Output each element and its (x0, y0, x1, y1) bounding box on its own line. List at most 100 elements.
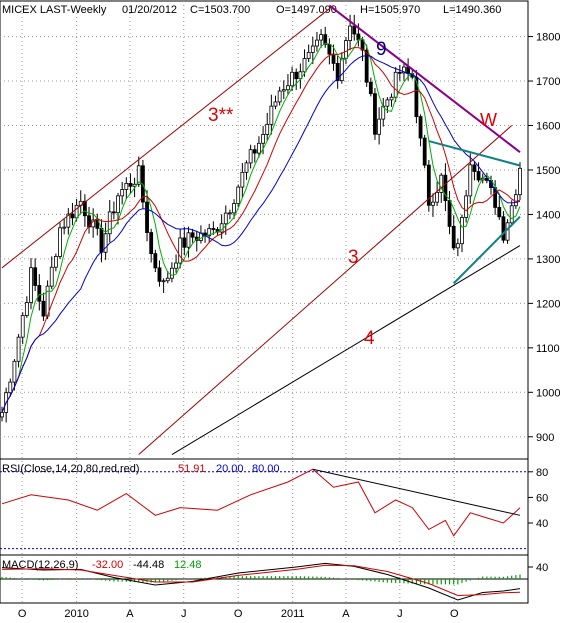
candle-body (149, 232, 154, 255)
y-tick-label: 1500 (536, 165, 560, 177)
candle-body (49, 266, 54, 287)
channel-upper-line (1, 5, 334, 269)
rsi-low-level: 20.00 (216, 463, 244, 475)
x-tick-label: O (234, 608, 243, 620)
y-tick-label: 1100 (536, 343, 560, 355)
candle-body (286, 85, 290, 91)
candle-body (145, 201, 149, 233)
candle-body (277, 90, 282, 103)
y-tick-label: 1400 (536, 209, 560, 221)
channel-lower-line (138, 125, 513, 455)
macd-value: -32.00 (92, 559, 123, 571)
y-tick-label: 1200 (536, 298, 560, 310)
candle-body (402, 66, 406, 74)
rsi-high-level: 80.00 (252, 463, 280, 475)
candle-body (261, 134, 265, 144)
axis-layer: O 2010 A J O 2011 A J O 900 1000 1100 1200 1300 1400 15… (18, 32, 561, 620)
candle-body (389, 96, 394, 101)
macd-histogram-value: 12.48 (174, 559, 202, 571)
candle-body (497, 207, 502, 218)
candle-body (302, 58, 307, 73)
open-label: O=1497.090 (276, 4, 337, 16)
candle-body (368, 81, 373, 95)
candle-body (455, 243, 460, 249)
candle-body (323, 34, 328, 45)
candle-body (348, 25, 352, 41)
candle-body (41, 300, 46, 317)
candle-body (174, 262, 178, 269)
candle-body (290, 71, 294, 87)
y-tick-label: 1700 (536, 76, 560, 88)
x-tick-label: A (126, 608, 134, 620)
rsi-y-tick-label: 60 (536, 492, 548, 504)
trendline-4 (171, 245, 521, 455)
candle-body (29, 267, 33, 303)
candle-body (252, 149, 257, 154)
candle-body (422, 137, 427, 166)
candle-body (360, 39, 365, 51)
rsi-trendline (312, 468, 521, 516)
candle-body (265, 123, 270, 135)
x-tick-label: 2010 (64, 608, 88, 620)
candle-body (161, 280, 166, 283)
candle-body (120, 189, 125, 197)
wave-label-4: 4 (364, 328, 375, 349)
candle-body (170, 267, 174, 279)
rsi-y-tick-label: 40 (536, 518, 548, 530)
candle-body (435, 192, 440, 203)
candle-body (20, 315, 25, 338)
candle-body (298, 71, 303, 80)
candle-body (451, 226, 456, 249)
macd-line (1, 562, 521, 601)
candle-body (207, 228, 212, 237)
candle-body (327, 44, 332, 55)
candle-body (248, 149, 253, 164)
candle-body (339, 57, 344, 82)
macd-y-tick-label: 40 (536, 562, 548, 574)
candle-body (447, 200, 452, 227)
candle-body (335, 62, 340, 82)
candle-body (443, 174, 448, 201)
candle-body (107, 211, 112, 235)
x-tick-label: J (181, 608, 187, 620)
candle-body (244, 162, 249, 173)
candle-body (476, 171, 481, 181)
candle-body (37, 285, 42, 302)
ma-mid-line (1, 47, 521, 413)
candle-body (393, 71, 398, 98)
candle-body (468, 164, 473, 197)
candle-body (58, 227, 62, 257)
candle-body (418, 116, 423, 139)
candle-body (157, 267, 162, 282)
macd-panel (0, 562, 528, 601)
candle-body (8, 381, 13, 394)
candle-body (439, 174, 444, 193)
wedge-upper-line (428, 140, 521, 167)
candle-body (116, 195, 120, 214)
macd-signal-line (1, 564, 521, 597)
candle-body (87, 215, 91, 228)
candle-body (373, 93, 377, 135)
candle-body (0, 412, 4, 418)
x-tick-label: O (18, 608, 27, 620)
candle-body (53, 256, 58, 268)
candle-body (111, 211, 116, 214)
grid-layer (0, 1, 528, 603)
candle-body (236, 186, 241, 204)
candle-body (431, 201, 435, 206)
candle-body (513, 194, 518, 207)
candle-body (153, 253, 158, 269)
x-tick-label: A (342, 608, 350, 620)
candle-body (190, 232, 195, 238)
candle-body (70, 213, 75, 219)
candle-body (228, 212, 232, 215)
candle-body (306, 52, 311, 59)
candle-body (66, 213, 71, 228)
x-tick-label: J (397, 608, 403, 620)
candle-body (294, 71, 299, 80)
candle-body (315, 39, 319, 47)
candle-body (460, 217, 464, 245)
candle-body (352, 25, 357, 35)
